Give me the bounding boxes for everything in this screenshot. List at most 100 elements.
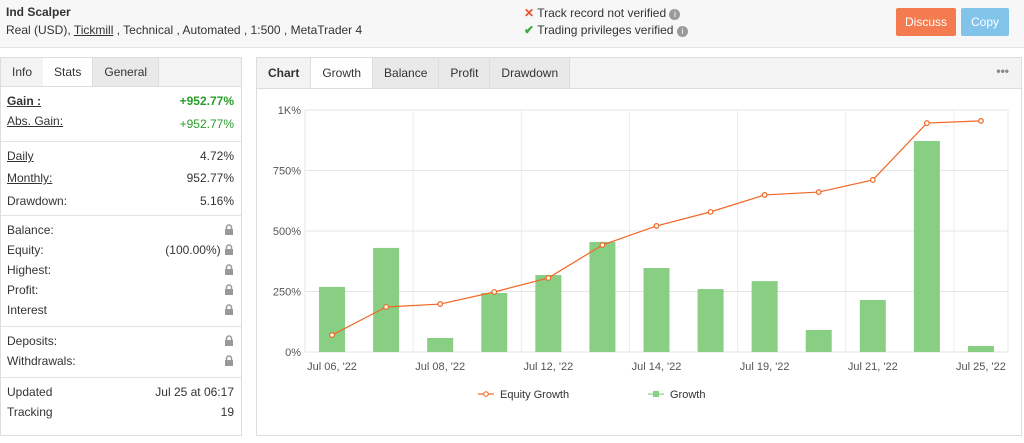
info-tabs: Info Stats General bbox=[1, 58, 241, 87]
account-info: Real (USD), Tickmill , Technical , Autom… bbox=[6, 23, 362, 37]
account-details: , Technical , Automated , 1:500 , MetaTr… bbox=[116, 23, 363, 37]
value: +952.77% bbox=[179, 94, 234, 108]
chart-panel: Chart Growth Balance Profit Drawdown ••• bbox=[256, 57, 1022, 436]
tab[interactable]: Growth bbox=[310, 58, 374, 88]
label: Withdrawals: bbox=[7, 354, 76, 368]
x-tick-label: Jul 12, '22 bbox=[523, 361, 573, 373]
label: Highest: bbox=[7, 263, 52, 277]
point bbox=[761, 192, 768, 198]
tab[interactable]: Info bbox=[1, 58, 44, 86]
broker-link[interactable]: Tickmill bbox=[73, 23, 114, 37]
point bbox=[545, 275, 552, 281]
point bbox=[815, 189, 822, 195]
stat-row: Deposits: bbox=[1, 326, 241, 351]
stats: Gain : +952.77% Abs. Gain: +952.77% Daily 4… bbox=[1, 87, 241, 422]
y-tick-label: 0% bbox=[285, 347, 301, 359]
lock-icon bbox=[224, 300, 234, 320]
status-text: Track record not verified bbox=[537, 6, 667, 20]
value: 19 bbox=[220, 405, 234, 419]
lock-icon bbox=[224, 331, 234, 351]
point bbox=[869, 177, 876, 183]
header: Ind Scalper Real (USD), Tickmill , Techn… bbox=[0, 0, 1024, 48]
value: 5.16% bbox=[199, 194, 234, 208]
tab[interactable]: Drawdown bbox=[490, 58, 571, 88]
bar bbox=[535, 275, 562, 352]
x-tick-label: Jul 06, '22 bbox=[307, 361, 357, 373]
account-title: Ind Scalper bbox=[6, 5, 71, 19]
x-tick-label: Jul 08, '22 bbox=[415, 361, 465, 373]
y-tick-label: 250% bbox=[273, 287, 301, 299]
stat-row: Monthly: 952.77% bbox=[1, 166, 241, 191]
stat-row: Gain : +952.77% bbox=[1, 91, 241, 111]
label: Gain : bbox=[7, 94, 42, 108]
bar bbox=[427, 337, 454, 352]
bar bbox=[643, 268, 670, 352]
legend-label: Growth bbox=[670, 389, 705, 401]
lock-icon bbox=[224, 220, 234, 240]
label: Profit: bbox=[7, 283, 39, 297]
chart: 0% 250% 500% 750% 1K% Jul 06, '22 Jul 08, '22 J… bbox=[273, 105, 1009, 401]
legend-marker bbox=[653, 391, 659, 397]
point bbox=[599, 242, 606, 248]
point bbox=[707, 208, 714, 215]
stat-row: Tracking 19 bbox=[1, 402, 241, 422]
x-tick-label: Jul 19, '22 bbox=[740, 361, 790, 373]
tab[interactable]: Profit bbox=[439, 58, 491, 88]
tab[interactable]: Stats bbox=[43, 58, 94, 86]
bar bbox=[805, 329, 832, 352]
bar bbox=[481, 292, 508, 352]
point bbox=[383, 304, 390, 310]
value: +952.77% bbox=[179, 117, 234, 131]
label: Equity: bbox=[7, 243, 44, 257]
tab[interactable]: Balance bbox=[373, 58, 440, 88]
bar bbox=[319, 286, 346, 352]
account-type: Real (USD), bbox=[6, 23, 71, 37]
label: Tracking bbox=[7, 405, 53, 419]
stat-row: Withdrawals: bbox=[1, 351, 241, 371]
bar bbox=[589, 241, 616, 352]
copy-button[interactable]: Copy bbox=[961, 8, 1009, 36]
x-tick-label: Jul 25, '22 bbox=[956, 361, 1006, 373]
label: Drawdown: bbox=[7, 194, 68, 208]
point bbox=[923, 120, 930, 126]
legend-label: Equity Growth bbox=[500, 389, 569, 401]
y-tick-label: 1K% bbox=[278, 105, 301, 117]
bar bbox=[751, 281, 778, 352]
chart-tabs: Chart Growth Balance Profit Drawdown ••• bbox=[257, 58, 1021, 89]
status-verified: ✔ Trading privileges verified i bbox=[524, 23, 688, 37]
tab[interactable]: General bbox=[93, 58, 160, 86]
label: Deposits: bbox=[7, 334, 58, 348]
point bbox=[653, 223, 660, 229]
value: (100.00%) bbox=[165, 240, 234, 260]
label: Daily bbox=[7, 149, 34, 163]
bar bbox=[913, 140, 940, 352]
bar bbox=[697, 289, 724, 352]
stat-row: Balance: bbox=[1, 215, 241, 240]
tab: Chart bbox=[257, 58, 311, 88]
point bbox=[491, 289, 498, 295]
menu-dots[interactable]: ••• bbox=[996, 64, 1009, 78]
label: Interest bbox=[7, 303, 48, 317]
value: 952.77% bbox=[186, 171, 234, 185]
discuss-button[interactable]: Discuss bbox=[896, 8, 956, 36]
legend-marker bbox=[483, 391, 489, 397]
bar bbox=[859, 299, 886, 352]
y-tick-label: 500% bbox=[273, 226, 301, 238]
y-tick-label: 750% bbox=[273, 166, 301, 178]
equity-value: (100.00%) bbox=[165, 243, 221, 257]
value: 4.72% bbox=[199, 149, 234, 163]
lock-icon bbox=[224, 280, 234, 300]
status-text: Trading privileges verified bbox=[537, 23, 674, 37]
label: Abs. Gain: bbox=[7, 114, 64, 128]
stat-row: Daily 4.72% bbox=[1, 141, 241, 166]
label: Balance: bbox=[7, 223, 54, 237]
lock-icon bbox=[224, 351, 234, 371]
value: Jul 25 at 06:17 bbox=[155, 385, 234, 399]
stat-row: Interest bbox=[1, 300, 241, 320]
bar bbox=[373, 247, 400, 352]
info-panel: Info Stats General Gain : +952.77% Abs. G… bbox=[0, 57, 242, 436]
stat-row: Drawdown: 5.16% bbox=[1, 191, 241, 211]
stat-row: Equity: (100.00%) bbox=[1, 240, 241, 260]
point bbox=[978, 117, 984, 124]
